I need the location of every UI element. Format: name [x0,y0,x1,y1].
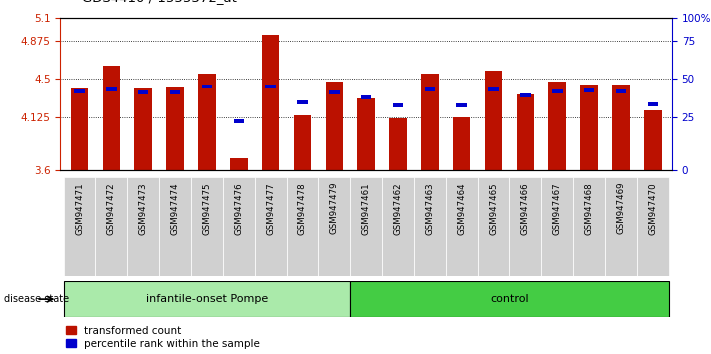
Bar [358,98,375,170]
Text: infantile-onset Pompe: infantile-onset Pompe [146,294,268,304]
Bar [159,177,191,276]
Bar [326,82,343,170]
Text: GSM947471: GSM947471 [75,182,84,235]
Text: control: control [490,294,529,304]
Bar [351,177,382,276]
Bar [361,95,371,99]
Bar [95,177,127,276]
Text: GSM947462: GSM947462 [393,182,402,235]
Bar [63,281,351,317]
Text: GDS4410 / 1555372_at: GDS4410 / 1555372_at [82,0,237,4]
Bar [106,87,117,91]
Bar [517,94,534,170]
Text: GSM947469: GSM947469 [616,182,626,234]
Bar [297,100,308,104]
Bar [294,115,311,170]
Bar [329,90,340,93]
Text: GSM947467: GSM947467 [552,182,562,235]
Bar [584,88,594,92]
Bar [265,85,276,88]
Bar [648,102,658,106]
Bar [134,88,152,170]
Bar [573,177,605,276]
Text: GSM947472: GSM947472 [107,182,116,235]
Text: GSM947470: GSM947470 [648,182,657,235]
Bar [453,117,471,170]
Text: GSM947477: GSM947477 [266,182,275,235]
Bar [138,90,149,93]
Text: GSM947475: GSM947475 [203,182,211,235]
Text: GSM947474: GSM947474 [171,182,180,235]
Bar [485,72,502,170]
Bar [102,67,120,170]
Text: disease state: disease state [4,294,69,304]
Bar [71,88,88,170]
Bar [63,177,95,276]
Bar [548,82,566,170]
Bar [644,110,661,170]
Bar [612,85,630,170]
Bar [446,177,478,276]
Bar [414,177,446,276]
Bar [392,103,403,107]
Bar [456,103,467,107]
Bar [262,35,279,170]
Legend: transformed count, percentile rank within the sample: transformed count, percentile rank withi… [65,326,260,349]
Text: GSM947464: GSM947464 [457,182,466,235]
Bar [541,177,573,276]
Bar [202,85,212,88]
Bar [421,74,439,170]
Bar [230,158,247,170]
Bar [191,177,223,276]
Text: GSM947473: GSM947473 [139,182,148,235]
Bar [351,281,669,317]
Bar [616,89,626,92]
Bar [233,119,244,123]
Text: GSM947479: GSM947479 [330,182,339,234]
Bar [580,85,598,170]
Bar [319,177,351,276]
Bar [637,177,669,276]
Bar [552,89,562,92]
Text: GSM947468: GSM947468 [584,182,594,235]
Bar [223,177,255,276]
Text: GSM947476: GSM947476 [235,182,243,235]
Bar [198,74,215,170]
Bar [127,177,159,276]
Bar [166,87,184,170]
Bar [478,177,510,276]
Bar [605,177,637,276]
Text: GSM947463: GSM947463 [425,182,434,235]
Bar [424,87,435,91]
Bar [520,93,530,97]
Bar [488,87,499,91]
Bar [510,177,541,276]
Text: GSM947466: GSM947466 [521,182,530,235]
Bar [389,118,407,170]
Text: GSM947465: GSM947465 [489,182,498,235]
Bar [170,90,181,93]
Bar [382,177,414,276]
Bar [74,89,85,92]
Text: GSM947478: GSM947478 [298,182,307,235]
Bar [287,177,319,276]
Bar [255,177,287,276]
Text: GSM947461: GSM947461 [362,182,370,235]
